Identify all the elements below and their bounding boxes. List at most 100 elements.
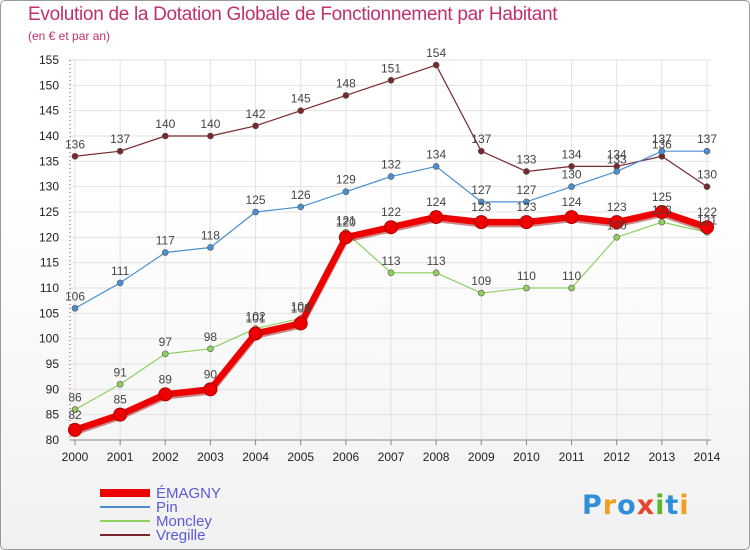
data-point-pin xyxy=(161,249,169,256)
y-tick-label: 105 xyxy=(39,306,59,320)
data-label-emagny: 122 xyxy=(381,205,401,219)
data-label-vregille: 140 xyxy=(155,117,175,131)
data-point-emagny xyxy=(248,326,263,341)
data-point-emagny xyxy=(338,230,353,245)
data-label-moncley: 110 xyxy=(517,269,536,283)
data-label-vregille: 140 xyxy=(200,117,220,131)
data-label-moncley: 86 xyxy=(68,391,82,405)
data-label-moncley: 109 xyxy=(471,274,491,288)
y-tick-label: 115 xyxy=(40,256,59,270)
y-tick-label: 135 xyxy=(39,154,59,168)
data-label-emagny: 123 xyxy=(471,200,491,214)
x-tick-label: 2008 xyxy=(423,450,450,464)
data-point-moncley xyxy=(658,218,666,226)
data-label-pin: 137 xyxy=(652,132,672,146)
data-point-moncley xyxy=(477,289,485,297)
data-point-emagny xyxy=(519,215,534,230)
data-label-moncley: 102 xyxy=(246,310,266,324)
data-point-pin xyxy=(523,198,530,206)
x-tick-label: 2013 xyxy=(649,450,676,464)
data-point-vregille xyxy=(342,92,350,99)
data-label-pin: 118 xyxy=(201,228,220,242)
data-point-moncley xyxy=(71,406,79,413)
data-point-moncley xyxy=(568,284,575,292)
data-point-pin xyxy=(703,147,711,155)
x-tick-label: 2010 xyxy=(513,450,540,464)
data-point-moncley xyxy=(207,345,214,353)
data-point-emagny xyxy=(293,316,308,331)
logo-letter: t xyxy=(665,490,680,521)
y-tick-label: 120 xyxy=(39,230,59,244)
data-point-emagny xyxy=(203,382,218,397)
data-label-moncley: 121 xyxy=(336,213,356,227)
data-label-moncley: 113 xyxy=(381,254,400,268)
data-point-emagny xyxy=(113,407,128,422)
data-point-vregille xyxy=(387,76,395,84)
data-point-vregille xyxy=(477,147,485,155)
y-tick-label: 90 xyxy=(46,382,60,396)
data-point-moncley xyxy=(523,284,530,292)
data-point-emagny xyxy=(68,422,82,437)
x-tick-label: 2002 xyxy=(152,450,179,464)
data-label-emagny: 120 xyxy=(336,215,356,229)
data-label-pin: 125 xyxy=(246,193,266,207)
x-tick-label: 2011 xyxy=(559,450,585,464)
data-point-moncley xyxy=(613,234,621,241)
data-label-vregille: 134 xyxy=(607,147,627,161)
logo-letter: i xyxy=(679,490,690,521)
data-label-emagny: 125 xyxy=(652,190,672,204)
y-tick-label: 140 xyxy=(39,129,59,143)
data-point-vregille xyxy=(703,183,711,190)
data-label-moncley: 98 xyxy=(204,330,218,344)
data-point-vregille xyxy=(161,132,169,140)
data-label-moncley: 120 xyxy=(607,218,627,232)
y-tick-label: 145 xyxy=(39,104,59,118)
data-label-pin: 106 xyxy=(65,289,85,303)
data-point-pin xyxy=(477,198,485,206)
chart-subtitle: (en € et par an) xyxy=(28,29,111,43)
data-point-emagny xyxy=(609,215,624,230)
data-point-pin xyxy=(297,203,305,211)
data-label-vregille: 151 xyxy=(381,61,401,75)
data-point-pin xyxy=(658,147,666,155)
data-label-moncley: 121 xyxy=(697,213,717,227)
data-point-vregille xyxy=(252,122,259,130)
data-label-emagny: 123 xyxy=(516,200,536,214)
data-label-pin: 130 xyxy=(562,168,582,182)
data-label-emagny: 101 xyxy=(246,312,266,326)
data-label-moncley: 97 xyxy=(159,335,173,349)
data-label-emagny: 124 xyxy=(426,195,446,209)
data-label-emagny: 89 xyxy=(159,372,173,386)
data-label-pin: 111 xyxy=(111,264,130,278)
data-label-emagny: 103 xyxy=(291,301,311,315)
x-tick-label: 2014 xyxy=(694,450,721,464)
x-tick-label: 2005 xyxy=(287,450,314,464)
legend-label-moncley: Moncley xyxy=(156,513,212,530)
data-label-pin: 134 xyxy=(426,147,446,161)
data-point-pin xyxy=(613,168,621,175)
data-label-moncley: 91 xyxy=(113,365,127,379)
data-point-emagny xyxy=(384,220,398,235)
x-tick-label: 2012 xyxy=(603,450,630,464)
data-label-vregille: 134 xyxy=(562,147,582,161)
grid xyxy=(70,59,711,446)
data-point-emagny xyxy=(158,387,173,402)
data-label-emagny: 124 xyxy=(562,195,582,209)
data-label-pin: 137 xyxy=(697,132,717,146)
data-label-moncley: 110 xyxy=(562,269,581,283)
y-tick-label: 80 xyxy=(46,433,60,447)
logo-letter: i xyxy=(655,490,666,521)
data-label-vregille: 148 xyxy=(336,76,356,90)
data-point-moncley xyxy=(161,350,169,358)
data-label-vregille: 145 xyxy=(291,92,311,106)
data-point-vregille xyxy=(71,152,79,160)
data-label-moncley: 104 xyxy=(291,299,311,313)
y-tick-label: 85 xyxy=(46,408,60,422)
data-point-pin xyxy=(387,173,395,180)
data-label-emagny: 122 xyxy=(697,205,717,219)
x-tick-label: 2009 xyxy=(468,450,495,464)
data-point-emagny xyxy=(654,205,669,219)
data-label-vregille: 133 xyxy=(516,152,536,166)
data-point-moncley xyxy=(432,269,440,277)
